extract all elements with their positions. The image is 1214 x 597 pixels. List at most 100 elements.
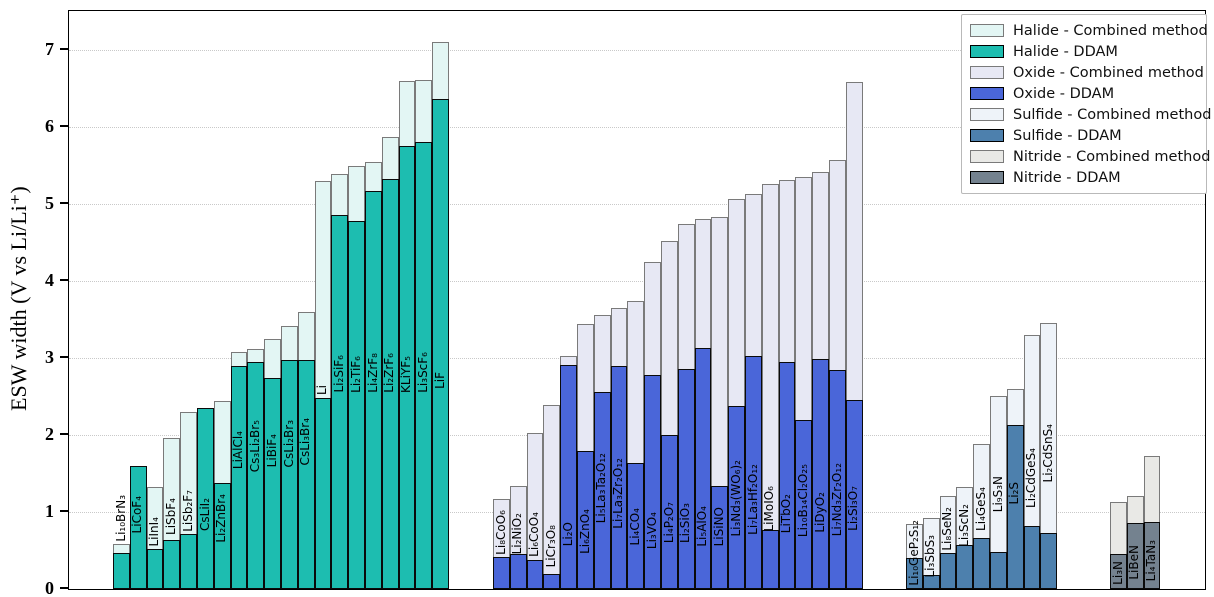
- bar-ddam-sulfide-2: [922, 575, 940, 589]
- y-tick-mark-1: [60, 509, 68, 512]
- legend-item-3: Oxide - Combined method: [970, 62, 1204, 83]
- bar-ddam-oxide-17: [761, 529, 779, 589]
- bar-ddam-halide-14: [331, 215, 349, 589]
- bar-ddam-oxide-10: [644, 374, 661, 589]
- bar-ddam-oxide-21: [829, 370, 846, 589]
- y-tick-label-6: 6: [45, 115, 54, 136]
- bar-label: Li₃Nd₃(WO₆)₂: [728, 460, 743, 537]
- bar-ddam-oxide-20: [812, 359, 829, 589]
- bar-label: Li₂O: [560, 522, 575, 547]
- bar-ddam-oxide-9: [627, 463, 645, 589]
- bar-label: LiSiNO: [711, 507, 726, 547]
- bar-ddam-oxide-4: [543, 573, 561, 589]
- bar-ddam-nitride-3: [1143, 521, 1161, 589]
- bar-label: Li₄GeS₄: [973, 487, 988, 532]
- bar-ddam-halide-17: [381, 179, 399, 589]
- y-tick-label-7: 7: [45, 38, 54, 59]
- bar-ddam-oxide-5: [560, 364, 577, 589]
- legend-swatch: [970, 87, 1004, 100]
- bar-label: Li₈CoO₆: [493, 509, 508, 555]
- bar-ddam-nitride-2: [1126, 522, 1144, 589]
- legend-swatch: [970, 66, 1004, 79]
- legend-item-8: Nitride - DDAM: [970, 167, 1198, 188]
- gridline-y7: [69, 49, 1205, 51]
- bar-label: Li₃ScF₆: [415, 351, 430, 393]
- bar-label: Li₇La₃Hf₂O₁₂: [745, 464, 760, 536]
- bar-label: LiTbO₂: [779, 493, 794, 533]
- gridline-y4: [69, 280, 1205, 282]
- bar-label: Li₂NiO₂: [510, 512, 525, 555]
- bar-label: Li₄CO₄: [627, 507, 642, 546]
- bar-ddam-halide-5: [180, 533, 197, 589]
- bar-label: CsLi₃Br₄: [298, 418, 313, 466]
- bar-ddam-halide-3: [146, 548, 164, 589]
- bar-label: Li₇La₃Zr₂O₁₂: [611, 458, 626, 529]
- y-tick-mark-3: [60, 355, 68, 358]
- y-tick-label-4: 4: [45, 269, 54, 290]
- bar-ddam-halide-9: [247, 361, 265, 589]
- bar-ddam-sulfide-3: [939, 552, 957, 589]
- bar-label: Li₂SiF₆: [331, 354, 346, 393]
- bar-ddam-oxide-11: [661, 434, 678, 589]
- y-tick-mark-5: [60, 201, 68, 204]
- bar-label: Li₂CdGeS₄: [1024, 448, 1039, 509]
- bar-label: Li₂ZnBr₄: [214, 494, 229, 543]
- bar-ddam-oxide-15: [728, 406, 745, 589]
- legend: Halide - Combined method Halide - DDAM Oxi…: [961, 14, 1211, 194]
- bar-ddam-halide-8: [230, 365, 248, 589]
- legend-label: Oxide - Combined method: [1013, 64, 1204, 81]
- legend-item-5: Sulfide - Combined method: [970, 104, 1211, 125]
- legend-item-2: Halide - DDAM: [970, 41, 1198, 62]
- bar-label: LiDyO₂: [812, 492, 827, 533]
- bar-ddam-halide-1: [113, 552, 130, 589]
- y-tick-label-0: 0: [45, 578, 54, 597]
- bar-ddam-halide-20: [432, 98, 449, 589]
- bar-label: Li₁₀GeP₂S₁₂: [906, 519, 921, 586]
- bar-label: Cs₃Li₂Br₅: [247, 419, 262, 472]
- bar-label: Li₂ZrF₆: [382, 352, 397, 393]
- bar-label: LiAlCl₄: [231, 431, 246, 470]
- bar-label: Li₆ZnO₄: [577, 509, 592, 555]
- legend-item-4: Oxide - DDAM: [970, 83, 1198, 104]
- legend-swatch: [970, 150, 1004, 163]
- bar-label: Li₆CoO₄: [527, 511, 542, 557]
- bar-label: Li₂S: [1007, 481, 1022, 505]
- y-tick-label-1: 1: [45, 500, 54, 521]
- y-tick-label-2: 2: [45, 423, 54, 444]
- bar-ddam-oxide-22: [845, 400, 863, 589]
- bar-label: Li₂TiF₆: [348, 355, 363, 393]
- bar-label: Li₃SbS₃: [923, 534, 938, 578]
- bar-ddam-oxide-1: [493, 556, 510, 589]
- bar-label: Li: [315, 384, 330, 395]
- y-tick-mark-7: [60, 47, 68, 50]
- gridline-y5: [69, 203, 1205, 205]
- bar-ddam-sulfide-5: [973, 538, 990, 589]
- bar-label: KLiYF₅: [399, 355, 414, 393]
- bar-label: Li₁₀BrN₃: [113, 494, 128, 542]
- bar-ddam-halide-4: [163, 539, 181, 589]
- bar-ddam-sulfide-7: [1006, 424, 1024, 589]
- bar-ddam-oxide-12: [677, 369, 695, 589]
- bar-label: Li₅AlO₄: [695, 505, 710, 547]
- bar-label: Li₁₀B₁₄Cl₂O₂₅: [795, 463, 810, 537]
- y-tick-mark-2: [60, 432, 68, 435]
- bar-ddam-oxide-18: [778, 361, 796, 589]
- bar-label: LiSb₂F₇: [180, 490, 195, 532]
- bar-label: Li₇Nd₃Zr₂O₁₂: [829, 463, 844, 537]
- bar-label: LiF: [432, 371, 447, 389]
- bar-label: Li₃VO₄: [644, 511, 659, 549]
- y-tick-label-3: 3: [45, 346, 54, 367]
- legend-item-6: Sulfide - DDAM: [970, 125, 1198, 146]
- bar-ddam-halide-16: [365, 191, 382, 589]
- bar-ddam-halide-18: [398, 145, 416, 589]
- gridline-y6: [69, 126, 1205, 128]
- legend-label: Nitride - Combined method: [1013, 148, 1211, 165]
- y-tick-mark-4: [60, 278, 68, 281]
- bar-ddam-sulfide-1: [906, 558, 923, 589]
- bar-label: Li₂Si₃O₇: [846, 486, 861, 532]
- bar-ddam-oxide-8: [610, 366, 628, 589]
- bar-ddam-halide-7: [213, 483, 231, 589]
- bar-label: Li₈SeN₂: [940, 506, 955, 551]
- legend-label: Oxide - DDAM: [1013, 85, 1115, 102]
